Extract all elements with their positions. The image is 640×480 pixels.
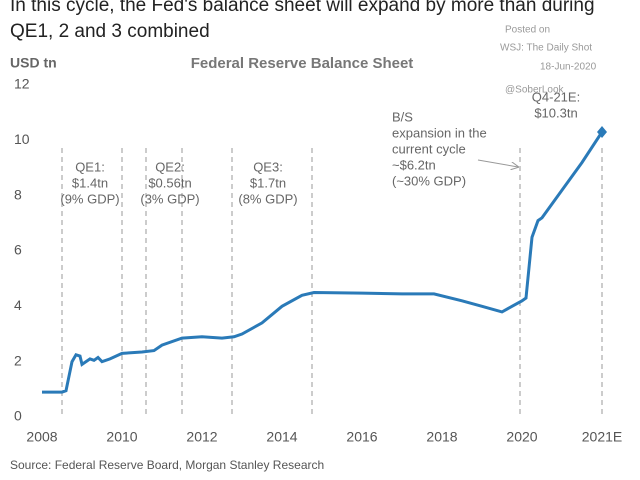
watermark: 18-Jun-2020	[540, 62, 597, 73]
annotation: QE2:	[155, 159, 185, 174]
y-axis-label: USD tn	[10, 55, 57, 71]
annotation: (9% GDP)	[60, 191, 119, 206]
x-tick-label: 2010	[106, 429, 137, 445]
annotation: (~30% GDP)	[392, 173, 466, 188]
y-tick-label: 2	[14, 352, 22, 368]
x-tick-label: 2020	[506, 429, 537, 445]
x-tick-label: 2014	[266, 429, 297, 445]
arrow	[477, 159, 518, 167]
watermark: @SoberLook	[505, 85, 565, 96]
data-line	[42, 131, 604, 394]
end-marker	[597, 126, 607, 139]
annotation: $10.3tn	[534, 105, 577, 120]
watermark: WSJ: The Daily Shot	[500, 43, 592, 54]
annotation: $1.7tn	[250, 175, 286, 190]
annotation: B/S	[392, 109, 413, 124]
y-tick-label: 8	[14, 186, 22, 202]
x-tick-label: 2016	[346, 429, 377, 445]
annotation: Q4-21E:	[532, 89, 580, 104]
annotation: $0.56tn	[148, 175, 191, 190]
annotation: $1.4tn	[72, 175, 108, 190]
watermark: Posted on	[505, 25, 550, 36]
y-tick-label: 10	[14, 131, 30, 147]
annotation: current cycle	[392, 141, 466, 156]
annotation: (8% GDP)	[238, 191, 297, 206]
chart-title: Federal Reserve Balance Sheet	[191, 55, 414, 72]
x-tick-label: 2012	[186, 429, 217, 445]
y-tick-label: 4	[14, 297, 22, 313]
x-tick-label: 2018	[426, 429, 457, 445]
y-tick-label: 0	[14, 408, 22, 424]
annotation: QE1:	[75, 159, 105, 174]
x-tick-label: 2008	[26, 429, 57, 445]
annotation: ~$6.2tn	[392, 157, 436, 172]
y-tick-label: 6	[14, 242, 22, 258]
heading: QE1, 2 and 3 combined	[10, 21, 210, 42]
annotation: QE3:	[253, 159, 283, 174]
x-tick-label: 2021E	[582, 429, 622, 445]
y-tick-label: 12	[14, 76, 30, 92]
heading: In this cycle, the Fed's balance sheet w…	[10, 0, 595, 16]
source: Source: Federal Reserve Board, Morgan St…	[10, 458, 324, 472]
annotation: (3% GDP)	[140, 191, 199, 206]
annotation: expansion in the	[392, 125, 487, 140]
